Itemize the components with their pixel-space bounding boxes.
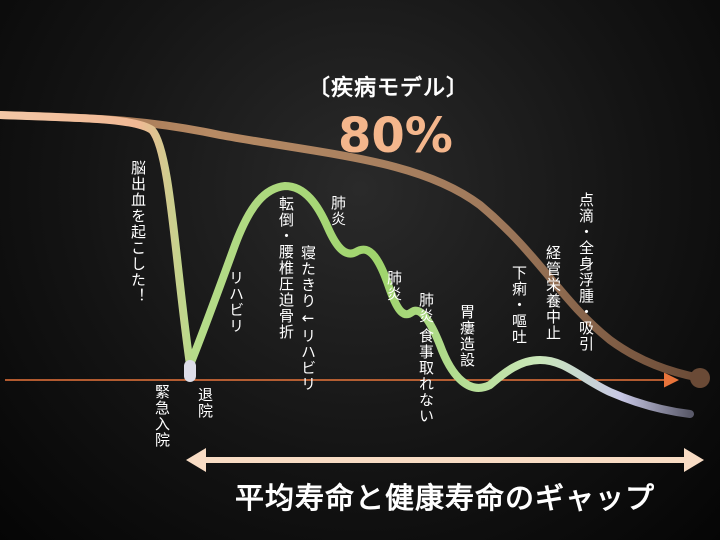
gap-label: 平均寿命と健康寿命のギャップ (234, 481, 655, 515)
gap-arrow-right-head (684, 448, 704, 472)
label-tube-stop: 経管栄養中止 (544, 245, 562, 341)
label-fall-col1: 転倒・腰椎圧迫骨折 (277, 196, 295, 340)
hospital-dip-marker (184, 360, 196, 382)
label-emergency: 緊急入院 (153, 384, 171, 448)
label-gastrostomy: 胃瘻造設 (458, 304, 476, 368)
label-diarrhea: 下痢・嘔吐 (510, 265, 528, 345)
average-lifespan-curve (0, 111, 704, 382)
label-pneumonia-1: 肺炎 (329, 195, 347, 227)
percent-figure: 80% (338, 108, 453, 164)
label-iv: 点滴・全身浮腫・吸引 (577, 192, 595, 352)
label-discharge: 退院 (196, 387, 214, 419)
label-fall-col2: 寝たきり←リハビリ (299, 245, 317, 392)
label-pneumonia-3: 肺炎 (417, 292, 435, 324)
label-rehab: リハビリ (227, 270, 245, 334)
label-stroke: 脳出血を起こした！ (129, 160, 147, 304)
healthy-lifespan-curve (0, 111, 694, 418)
lifespan-end-dot (690, 368, 710, 388)
label-pneumonia-2: 肺炎 (385, 270, 403, 302)
gap-arrow-left-head (186, 448, 206, 472)
diagram-title: 〔疾病モデル〕 (308, 76, 470, 101)
label-no-eating: 食事取れない (417, 328, 435, 424)
